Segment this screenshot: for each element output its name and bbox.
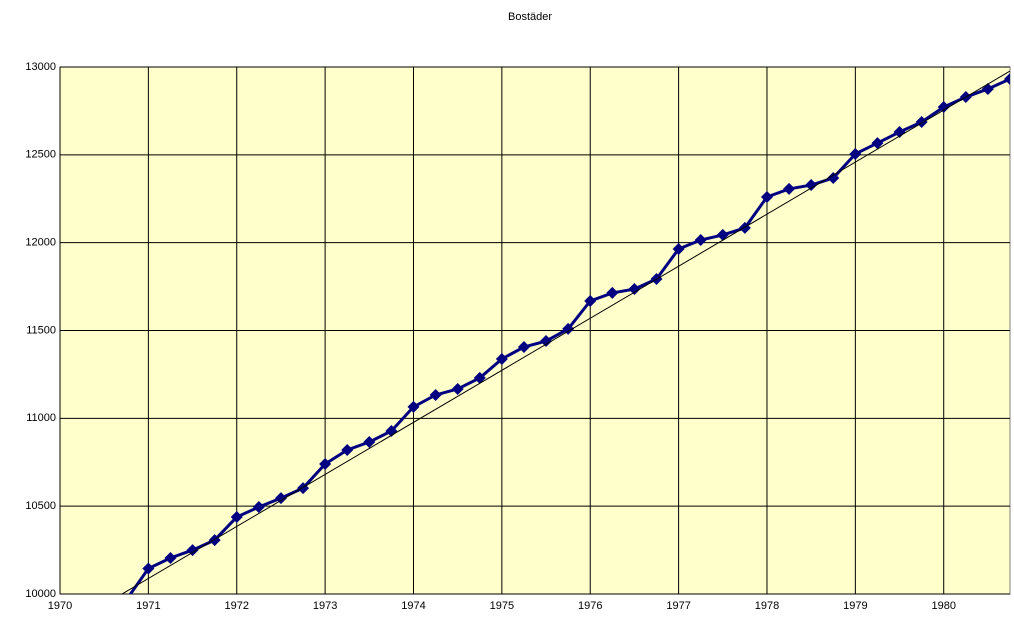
marker (429, 388, 442, 401)
marker (694, 234, 707, 247)
y-tick-label: 13000 (25, 61, 56, 73)
marker (827, 172, 840, 185)
marker (760, 190, 773, 203)
x-tick-label: 1974 (401, 600, 425, 612)
marker (1004, 72, 1010, 85)
marker (319, 458, 332, 471)
x-tick-label: 1979 (843, 600, 867, 612)
y-tick-label: 11000 (26, 412, 56, 424)
x-tick-label: 1973 (313, 600, 337, 612)
marker (937, 101, 950, 114)
plot-content (121, 70, 1010, 594)
marker (363, 436, 376, 449)
marker (142, 562, 155, 575)
marker (208, 534, 221, 547)
x-tick-label: 1971 (136, 600, 160, 612)
x-tick-label: 1975 (490, 600, 514, 612)
x-tick-label: 1972 (225, 600, 249, 612)
marker (126, 593, 127, 594)
y-tick-label: 10500 (25, 500, 56, 512)
y-tick-label: 11500 (26, 324, 56, 336)
marker (341, 443, 354, 456)
y-tick-label: 10000 (25, 588, 56, 600)
marker (584, 294, 597, 307)
x-tick-label: 1970 (48, 600, 72, 612)
marker (517, 341, 530, 354)
x-tick-label: 1976 (578, 600, 602, 612)
marker (628, 283, 641, 296)
marker (871, 137, 884, 150)
marker (672, 242, 685, 255)
marker (783, 182, 796, 195)
marker (274, 492, 287, 505)
marker (164, 551, 177, 564)
marker (562, 322, 575, 335)
marker (451, 382, 464, 395)
marker (893, 125, 906, 138)
marker (230, 511, 243, 524)
marker (252, 501, 265, 514)
marker (407, 400, 420, 413)
y-tick-label: 12500 (25, 149, 56, 161)
marker (849, 147, 862, 160)
marker (473, 371, 486, 384)
x-tick-label: 1980 (931, 600, 955, 612)
chart-title: Bostäder (508, 11, 552, 23)
x-tick-label: 1977 (666, 600, 690, 612)
y-tick-label: 12000 (25, 237, 56, 249)
marker (495, 352, 508, 365)
series-line (121, 70, 1010, 594)
marker (606, 286, 619, 299)
marker (186, 544, 199, 557)
marker (540, 335, 553, 348)
marker (297, 482, 310, 495)
marker (805, 179, 818, 192)
x-tick-label: 1978 (755, 600, 779, 612)
